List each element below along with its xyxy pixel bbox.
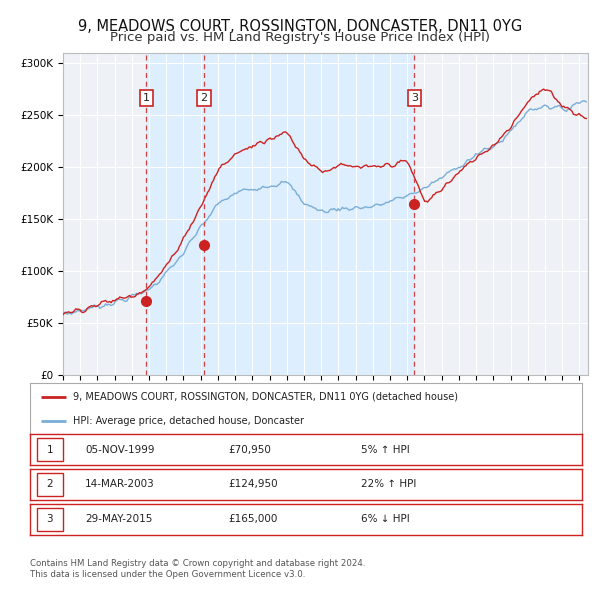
FancyBboxPatch shape: [37, 507, 63, 531]
Text: 6% ↓ HPI: 6% ↓ HPI: [361, 514, 410, 524]
Text: 05-NOV-1999: 05-NOV-1999: [85, 445, 155, 454]
Text: £165,000: £165,000: [229, 514, 278, 524]
Text: £124,950: £124,950: [229, 480, 278, 489]
Text: 22% ↑ HPI: 22% ↑ HPI: [361, 480, 416, 489]
Text: 1: 1: [47, 445, 53, 454]
Bar: [146, 53, 415, 375]
FancyBboxPatch shape: [37, 473, 63, 496]
Text: HPI: Average price, detached house, Doncaster: HPI: Average price, detached house, Donc…: [73, 415, 304, 425]
Text: 2: 2: [200, 93, 208, 103]
FancyBboxPatch shape: [37, 438, 63, 461]
Text: 3: 3: [411, 93, 418, 103]
Text: 29-MAY-2015: 29-MAY-2015: [85, 514, 152, 524]
Text: 1: 1: [143, 93, 150, 103]
Text: 5% ↑ HPI: 5% ↑ HPI: [361, 445, 410, 454]
Text: 2: 2: [47, 480, 53, 489]
Text: £70,950: £70,950: [229, 445, 272, 454]
Text: 9, MEADOWS COURT, ROSSINGTON, DONCASTER, DN11 0YG (detached house): 9, MEADOWS COURT, ROSSINGTON, DONCASTER,…: [73, 392, 458, 402]
Text: 14-MAR-2003: 14-MAR-2003: [85, 480, 155, 489]
Text: Price paid vs. HM Land Registry's House Price Index (HPI): Price paid vs. HM Land Registry's House …: [110, 31, 490, 44]
Text: Contains HM Land Registry data © Crown copyright and database right 2024.
This d: Contains HM Land Registry data © Crown c…: [30, 559, 365, 579]
Text: 3: 3: [47, 514, 53, 524]
Text: 9, MEADOWS COURT, ROSSINGTON, DONCASTER, DN11 0YG: 9, MEADOWS COURT, ROSSINGTON, DONCASTER,…: [78, 19, 522, 34]
